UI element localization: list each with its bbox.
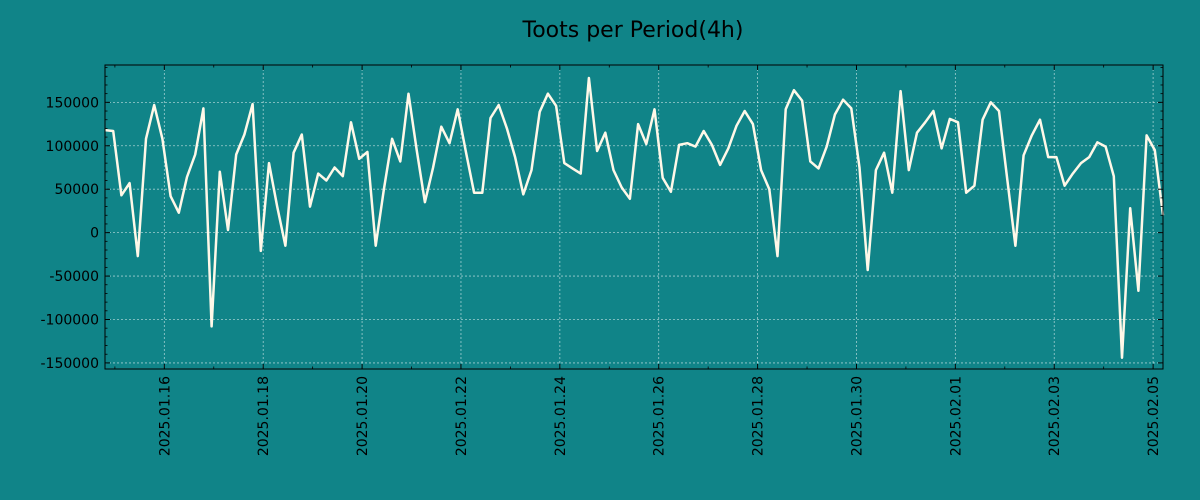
series-group <box>104 76 1165 359</box>
y-tick-label: -150000 <box>41 356 100 372</box>
plot-frame <box>104 64 1164 370</box>
x-tick-label: 2025.02.05 <box>1146 376 1162 456</box>
x-tick-label: 2025.01.30 <box>849 376 865 456</box>
x-tick-label: 2025.01.26 <box>652 376 668 456</box>
y-tick-label: 50000 <box>54 182 99 198</box>
y-tick-label: 100000 <box>46 139 99 155</box>
y-tick-label: 0 <box>90 226 99 242</box>
x-tick-label: 2025.02.03 <box>1047 376 1063 456</box>
chart-title: Toots per Period(4h) <box>522 18 744 43</box>
x-tick-label: 2025.01.28 <box>751 376 767 456</box>
y-tick-label: -50000 <box>49 269 99 285</box>
grid <box>105 65 1163 369</box>
y-tick-label: -100000 <box>41 312 100 328</box>
series-line <box>104 76 1165 359</box>
x-tick-label: 2025.01.22 <box>454 376 470 456</box>
x-tick-label: 2025.01.24 <box>553 376 569 456</box>
x-tick-label: 2025.02.01 <box>948 376 964 456</box>
x-tick-label: 2025.01.20 <box>355 376 371 456</box>
x-tick-label: 2025.01.18 <box>256 376 272 456</box>
y-tick-label: 150000 <box>46 95 99 111</box>
axes: 150000 100000 50000 0 -50000 -100000 -150000 20… <box>41 65 1163 456</box>
x-tick-label: 2025.01.16 <box>157 376 173 456</box>
